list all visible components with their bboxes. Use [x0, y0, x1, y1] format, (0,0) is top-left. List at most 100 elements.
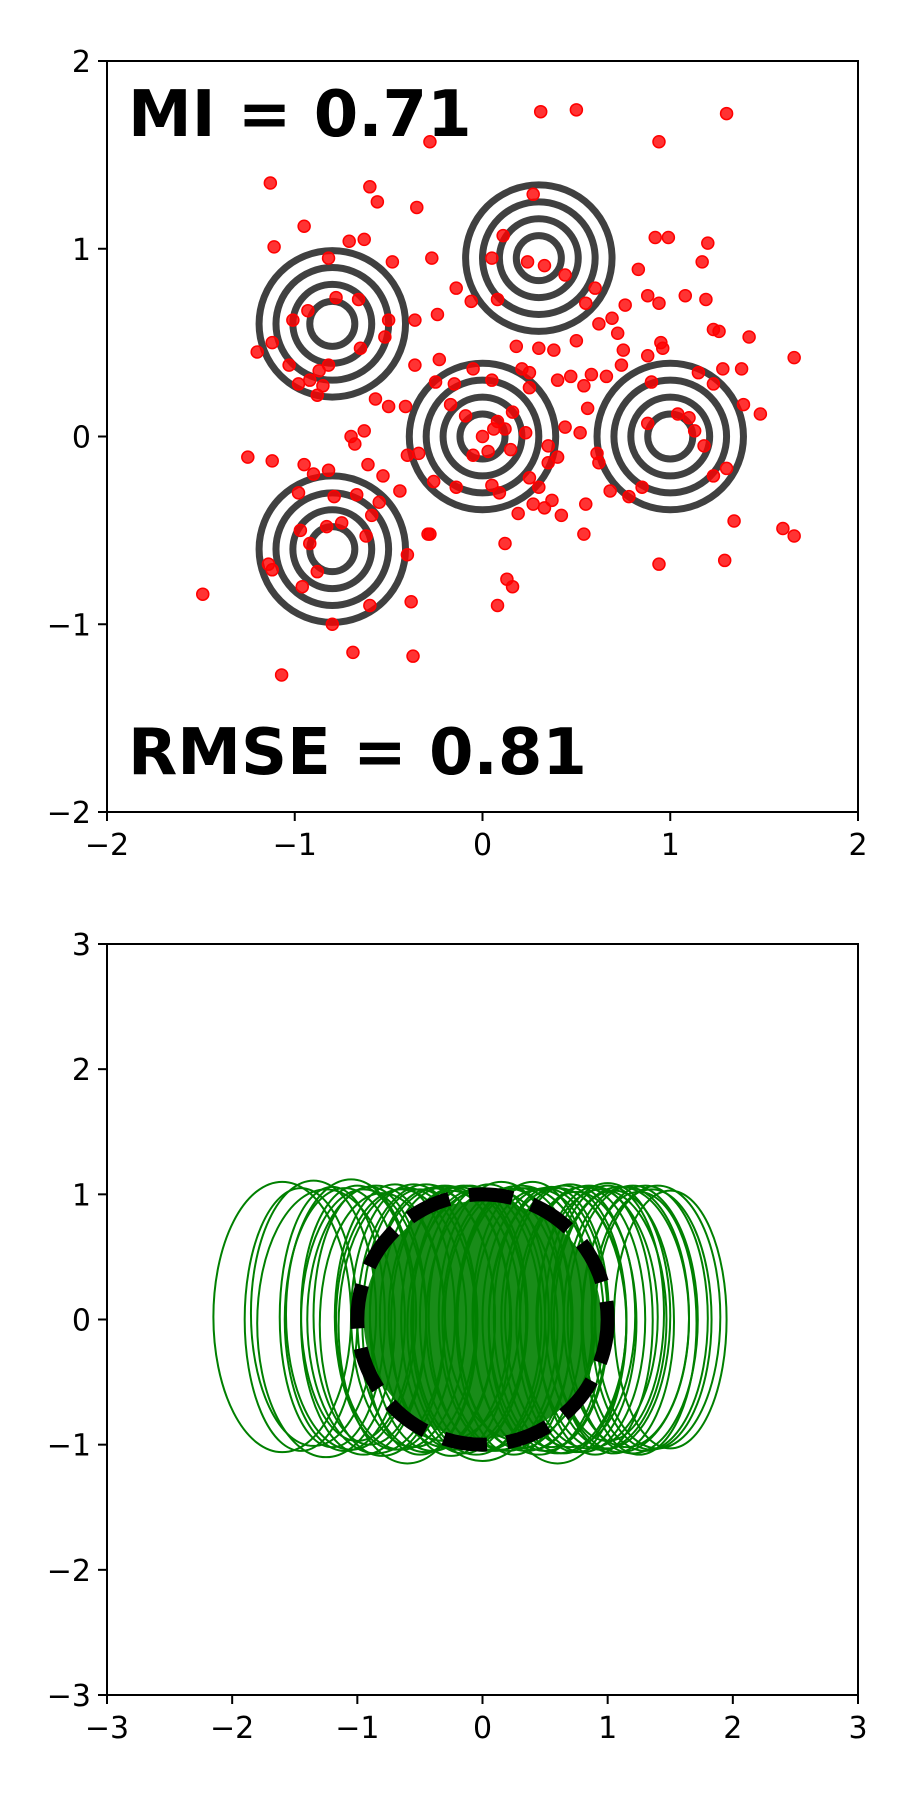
scatter-point: [310, 388, 325, 402]
scatter-point: [652, 134, 666, 149]
scatter-point: [430, 307, 445, 322]
scatter-point: [301, 303, 315, 318]
scatter-point: [541, 439, 555, 453]
scatter-point: [303, 536, 317, 551]
scatter-point: [306, 467, 321, 481]
bottom-y-tick-label: 1: [72, 1178, 91, 1213]
scatter-point: [640, 288, 655, 303]
scatter-point: [357, 232, 371, 247]
scatter-point: [532, 480, 546, 494]
scatter-point: [363, 598, 377, 613]
mi-annotation: MI = 0.71: [128, 78, 472, 152]
contour-lines: [255, 181, 747, 626]
scatter-point: [648, 230, 662, 245]
contour-ring: [593, 359, 747, 514]
scatter-point: [691, 365, 706, 380]
scatter-point: [443, 397, 458, 412]
scatter-point: [727, 514, 741, 528]
scatter-point: [671, 407, 685, 421]
scatter-point: [577, 379, 591, 393]
scatter-point: [678, 288, 693, 303]
scatter-point: [498, 536, 512, 551]
scatter-point: [526, 187, 540, 202]
scatter-point: [357, 424, 371, 438]
scatter-point: [605, 311, 619, 325]
scatter-point: [372, 495, 386, 509]
scatter-point: [408, 358, 422, 372]
scatter-point: [329, 290, 343, 305]
bottom-x-tick-label: 0: [473, 1711, 492, 1746]
scatter-point: [496, 228, 510, 243]
scatter-point: [558, 268, 572, 282]
scatter-point: [411, 446, 426, 461]
scatter-point: [241, 450, 255, 464]
bottom-x-tick-label: −2: [210, 1711, 254, 1746]
contour-ring: [512, 232, 565, 285]
scatter-point: [267, 240, 281, 254]
scatter-point: [537, 258, 552, 273]
scatter-point: [297, 457, 311, 472]
scatter-point: [652, 557, 666, 571]
scatter-point: [635, 480, 649, 494]
scatter-point: [522, 365, 537, 380]
scatter-point: [321, 463, 336, 478]
scatter-point: [558, 420, 572, 434]
scatter-point: [344, 429, 358, 444]
scatter-point: [563, 369, 578, 384]
scatter-point: [533, 104, 548, 119]
bottom-x-tick-label: −1: [335, 1711, 379, 1746]
scatter-point: [699, 292, 713, 307]
scatter-point: [776, 521, 790, 536]
scatter-point: [695, 255, 709, 269]
scatter-point: [661, 230, 676, 245]
scatter-point: [265, 454, 279, 468]
contour-ring: [405, 359, 560, 514]
scatter-point: [599, 369, 614, 384]
bottom-x-tick-label: −3: [85, 1711, 129, 1746]
top-x-tick-label: −1: [273, 828, 317, 863]
scatter-point: [274, 668, 289, 682]
scatter-point: [410, 200, 424, 215]
scatter-point: [250, 345, 264, 359]
scatter-point: [573, 425, 587, 440]
bottom-x-axis: −3 −2 −1 0 1 2 3: [85, 1695, 868, 1746]
scatter-point: [622, 489, 636, 504]
contour-ring: [627, 393, 714, 480]
bottom-x-tick-label: 3: [848, 1711, 867, 1746]
scatter-point: [349, 487, 364, 502]
scatter-point: [321, 358, 336, 372]
scatter-point: [485, 478, 499, 493]
contour-ring: [422, 376, 543, 497]
bottom-ellipse-plot: −3 −2 −1 0 1 2 3 −3 −2 −1 0 1 2 3: [47, 928, 868, 1746]
scatter-point: [353, 341, 368, 356]
scatter-point: [503, 442, 518, 457]
scatter-point: [547, 343, 561, 357]
scatter-point: [295, 579, 310, 594]
bottom-y-tick-label: −1: [47, 1429, 91, 1464]
top-y-axis: −2 −1 0 1 2: [47, 45, 107, 831]
scatter-point: [398, 399, 413, 414]
scatter-points: [196, 103, 801, 682]
scatter-point: [610, 326, 625, 340]
scatter-point: [400, 448, 415, 463]
scatter-point: [614, 358, 629, 372]
scatter-point: [378, 330, 392, 344]
scatter-point: [717, 553, 732, 568]
top-scatter-contour-plot: MI = 0.71 RMSE = 0.81 −2 −1 0 1 2 −2 −1 0 1 2: [47, 45, 868, 863]
scatter-point: [385, 255, 400, 269]
scatter-point: [293, 523, 308, 538]
dashed-unit-circle: [350, 1187, 615, 1452]
scatter-point: [719, 461, 734, 476]
scatter-point: [490, 414, 505, 429]
scatter-point: [376, 469, 390, 483]
bottom-y-tick-label: −3: [47, 1679, 91, 1714]
scatter-point: [736, 397, 751, 412]
scatter-point: [485, 251, 499, 265]
green-dense-core: [363, 1200, 602, 1439]
scatter-point: [577, 527, 591, 541]
top-x-tick-label: 1: [661, 828, 680, 863]
scatter-point: [592, 456, 606, 470]
scatter-point: [425, 251, 439, 265]
green-ellipses: [212, 1178, 728, 1465]
scatter-point: [603, 484, 617, 498]
